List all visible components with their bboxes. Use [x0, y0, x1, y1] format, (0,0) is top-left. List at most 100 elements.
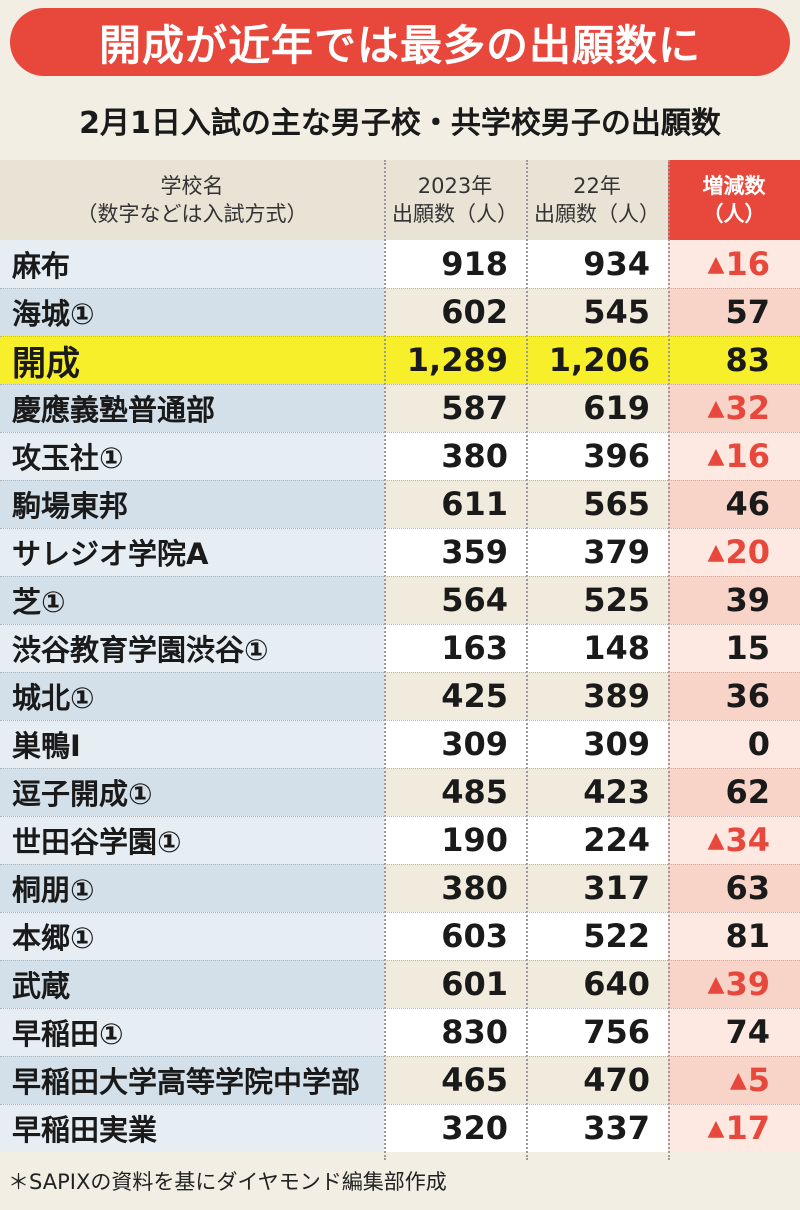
row-divider: [0, 912, 800, 913]
school-name-cell: 桐朋①: [0, 864, 384, 912]
applicants-2022-cell: 934: [583, 245, 650, 283]
applicants-2023-cell: 1,289: [406, 341, 508, 379]
change-cell: ▲ 16: [668, 240, 800, 288]
applicants-2023-cell: 320: [441, 1109, 508, 1147]
applicants-2022-cell: 565: [583, 485, 650, 523]
change-value: 39: [725, 581, 770, 619]
applicants-2023-cell: 380: [441, 869, 508, 907]
applicants-2023-cell: 465: [441, 1061, 508, 1099]
table-row: 麻布 918 934 ▲ 16: [0, 240, 800, 288]
header-school-line1: 学校名: [160, 174, 224, 198]
change-value: 0: [747, 725, 770, 763]
change-value: 20: [725, 533, 770, 571]
change-cell: 39: [668, 576, 800, 624]
table-header-row: 学校名 （数字などは入試方式） 2023年 出願数（人） 22年 出願数（人） …: [0, 160, 800, 240]
change-value: 74: [725, 1013, 770, 1051]
table-row: 海城① 602 545 57: [0, 288, 800, 336]
change-cell: ▲ 5: [668, 1056, 800, 1104]
decrease-triangle-icon: ▲: [707, 827, 725, 853]
header-diff: 増減数 （人）: [668, 160, 800, 240]
change-cell: ▲ 34: [668, 816, 800, 864]
school-name-cell: 渋谷教育学園渋谷①: [0, 624, 384, 672]
school-name-cell: 駒場東邦: [0, 480, 384, 528]
change-cell: ▲ 32: [668, 384, 800, 432]
table-row: 城北① 425 389 36: [0, 672, 800, 720]
change-cell: 46: [668, 480, 800, 528]
change-value: 36: [725, 677, 770, 715]
row-divider: [0, 1104, 800, 1105]
change-cell: ▲ 17: [668, 1104, 800, 1152]
school-name-cell: 麻布: [0, 240, 384, 288]
decrease-triangle-icon: ▲: [707, 1115, 725, 1141]
applicants-2022-cell: 224: [583, 821, 650, 859]
table-row: 巣鴨Ⅰ 309 309 0: [0, 720, 800, 768]
table-row: 開成 1,289 1,206 83: [0, 336, 800, 384]
applicants-2023-cell: 190: [441, 821, 508, 859]
change-cell: ▲ 20: [668, 528, 800, 576]
applicants-2022-cell: 317: [583, 869, 650, 907]
header-2022-line2: 出願数（人）: [534, 202, 660, 226]
header-school: 学校名 （数字などは入試方式）: [0, 160, 384, 240]
school-name-cell: 慶應義塾普通部: [0, 384, 384, 432]
applicants-2022-cell: 423: [583, 773, 650, 811]
title-banner: 開成が近年では最多の出願数に: [10, 8, 790, 76]
table-row: 慶應義塾普通部 587 619 ▲ 32: [0, 384, 800, 432]
header-2023-line2: 出願数（人）: [392, 202, 518, 226]
applicants-2023-cell: 601: [441, 965, 508, 1003]
decrease-triangle-icon: ▲: [707, 443, 725, 469]
decrease-triangle-icon: ▲: [707, 971, 725, 997]
change-cell: 74: [668, 1008, 800, 1056]
applicants-2023-cell: 918: [441, 245, 508, 283]
table-row: 逗子開成① 485 423 62: [0, 768, 800, 816]
header-2022: 22年 出願数（人）: [526, 160, 668, 240]
header-diff-line1: 増減数: [702, 174, 766, 198]
row-divider: [0, 624, 800, 625]
change-value: 46: [725, 485, 770, 523]
row-divider: [0, 288, 800, 289]
applicants-2022-cell: 148: [583, 629, 650, 667]
row-divider: [0, 528, 800, 529]
row-divider: [0, 576, 800, 577]
decrease-triangle-icon: ▲: [729, 1067, 747, 1093]
change-value: 62: [725, 773, 770, 811]
row-divider: [0, 384, 800, 385]
change-cell: 0: [668, 720, 800, 768]
table-row: 芝① 564 525 39: [0, 576, 800, 624]
subtitle: 2月1日入試の主な男子校・共学校男子の出願数: [79, 106, 721, 141]
data-table: 学校名 （数字などは入試方式） 2023年 出願数（人） 22年 出願数（人） …: [0, 160, 800, 1152]
school-name-cell: 芝①: [0, 576, 384, 624]
applicants-2023-cell: 611: [441, 485, 508, 523]
applicants-2022-cell: 470: [583, 1061, 650, 1099]
change-cell: 81: [668, 912, 800, 960]
row-divider: [0, 336, 800, 337]
applicants-2023-cell: 587: [441, 389, 508, 427]
change-value: 57: [725, 293, 770, 331]
header-2022-line1: 22年: [573, 174, 621, 198]
table-row: 渋谷教育学園渋谷① 163 148 15: [0, 624, 800, 672]
change-cell: 83: [668, 336, 800, 384]
table-row: 武蔵 601 640 ▲ 39: [0, 960, 800, 1008]
school-name-cell: 開成: [0, 336, 384, 384]
row-divider: [0, 720, 800, 721]
school-name-cell: 早稲田①: [0, 1008, 384, 1056]
change-value: 81: [725, 917, 770, 955]
row-divider: [0, 432, 800, 433]
applicants-2023-cell: 309: [441, 725, 508, 763]
change-value: 16: [725, 437, 770, 475]
row-divider: [0, 960, 800, 961]
school-name-cell: 早稲田実業: [0, 1104, 384, 1152]
change-cell: 62: [668, 768, 800, 816]
applicants-2022-cell: 1,206: [548, 341, 650, 379]
change-cell: 63: [668, 864, 800, 912]
applicants-2023-cell: 485: [441, 773, 508, 811]
decrease-triangle-icon: ▲: [707, 251, 725, 277]
change-cell: ▲ 39: [668, 960, 800, 1008]
table-row: 早稲田① 830 756 74: [0, 1008, 800, 1056]
applicants-2023-cell: 359: [441, 533, 508, 571]
school-name-cell: 逗子開成①: [0, 768, 384, 816]
school-name-cell: 本郷①: [0, 912, 384, 960]
table-row: サレジオ学院A 359 379 ▲ 20: [0, 528, 800, 576]
source-note: ＊SAPIXの資料を基にダイヤモンド編集部作成: [8, 1170, 447, 1194]
school-name-cell: 海城①: [0, 288, 384, 336]
applicants-2023-cell: 564: [441, 581, 508, 619]
